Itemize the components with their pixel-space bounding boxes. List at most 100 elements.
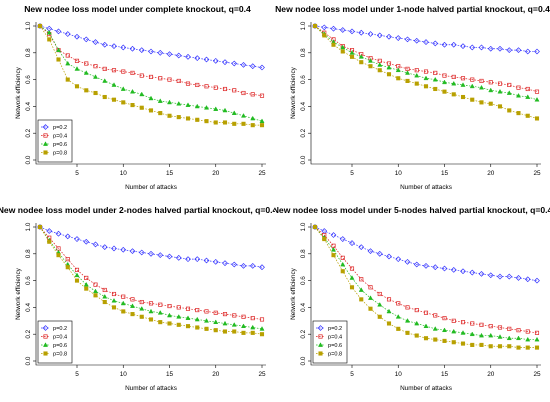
data-point xyxy=(368,64,373,69)
series-2 xyxy=(37,224,265,322)
data-point xyxy=(460,76,466,81)
data-point xyxy=(249,262,256,269)
data-point xyxy=(231,60,238,67)
x-tick-label: 25 xyxy=(258,371,266,378)
data-point xyxy=(469,83,475,89)
data-point xyxy=(194,256,201,263)
data-point xyxy=(185,102,191,107)
data-point xyxy=(185,324,191,329)
data-point xyxy=(232,121,237,126)
data-point xyxy=(203,318,210,323)
data-point xyxy=(148,74,154,79)
data-point xyxy=(423,262,429,269)
data-point xyxy=(148,48,154,55)
data-point xyxy=(195,82,200,88)
data-point xyxy=(74,58,80,63)
data-point xyxy=(376,250,383,257)
data-point xyxy=(479,100,484,105)
data-point xyxy=(487,45,494,52)
data-point xyxy=(488,101,493,106)
data-point xyxy=(515,47,522,54)
data-point xyxy=(121,69,126,74)
data-point xyxy=(515,92,522,98)
data-point xyxy=(130,312,135,317)
data-point xyxy=(478,44,485,51)
data-point xyxy=(84,275,89,280)
legend: p=0.2 p=0.4 p=0.6 p=0.8 xyxy=(312,320,348,364)
y-tick-label: 0.6 xyxy=(300,75,307,84)
data-point xyxy=(349,266,355,271)
series-3 xyxy=(37,23,265,123)
legend-label: p=0.2 xyxy=(53,326,67,332)
data-point xyxy=(195,308,200,313)
data-point xyxy=(460,94,466,100)
legend-label: p=0.2 xyxy=(328,326,342,332)
y-tick-label: 0.2 xyxy=(300,128,307,137)
data-point xyxy=(65,53,70,58)
series-line xyxy=(314,25,538,101)
data-point xyxy=(195,325,200,330)
data-point xyxy=(414,308,419,313)
data-point xyxy=(232,329,237,334)
data-point xyxy=(166,312,173,318)
y-tick-label: 0.2 xyxy=(300,329,307,338)
data-point xyxy=(441,327,448,333)
x-tick-label: 25 xyxy=(533,170,541,177)
data-point xyxy=(111,68,117,73)
data-point xyxy=(460,330,466,335)
data-point xyxy=(534,345,540,350)
data-point xyxy=(423,75,429,81)
data-point xyxy=(139,73,144,78)
data-point xyxy=(525,113,530,118)
y-tick-label: 0.4 xyxy=(25,102,32,111)
data-point xyxy=(470,77,475,82)
chart-panel-1: New nodee loss model under complete knoc… xyxy=(0,0,275,201)
x-tick-label: 10 xyxy=(120,170,128,177)
data-point xyxy=(250,115,256,121)
data-point xyxy=(102,94,107,100)
data-point xyxy=(377,291,382,297)
data-point xyxy=(414,81,419,86)
chart-title: New nodee loss model under 2-nodes halve… xyxy=(0,205,275,215)
data-point xyxy=(204,119,209,124)
series-line xyxy=(314,25,538,92)
data-point xyxy=(469,269,476,276)
data-point xyxy=(111,97,117,102)
data-point xyxy=(84,286,89,291)
data-point xyxy=(534,336,540,342)
data-point xyxy=(451,328,457,334)
data-point xyxy=(203,56,210,63)
data-point xyxy=(176,322,181,327)
y-tick-label: 0.0 xyxy=(25,155,32,164)
data-point xyxy=(506,90,512,95)
y-tick-label: 0.8 xyxy=(25,48,32,57)
data-point xyxy=(331,253,336,258)
series-1 xyxy=(312,23,540,55)
y-tick-label: 0.8 xyxy=(300,249,307,258)
data-point xyxy=(74,272,80,278)
data-point xyxy=(46,228,53,234)
data-point xyxy=(102,299,107,305)
data-point xyxy=(249,63,256,70)
x-tick-label: 15 xyxy=(441,170,449,177)
data-point xyxy=(330,247,337,252)
y-tick-label: 0.0 xyxy=(300,155,307,164)
data-point xyxy=(204,326,209,331)
series-line xyxy=(39,25,263,68)
legend-label: p=0.4 xyxy=(328,335,342,341)
x-axis-label: Number of attacks xyxy=(125,385,177,392)
data-point xyxy=(111,291,117,297)
x-tick-label: 5 xyxy=(75,371,79,378)
data-point xyxy=(203,257,210,264)
y-tick-label: 0.4 xyxy=(300,303,307,312)
x-tick-label: 15 xyxy=(441,371,449,378)
y-tick-label: 0.6 xyxy=(25,276,32,285)
data-point xyxy=(259,332,265,337)
data-point xyxy=(56,57,61,62)
data-point xyxy=(139,306,145,311)
data-point xyxy=(167,77,172,82)
data-point xyxy=(213,120,218,125)
legend-label: p=0.4 xyxy=(53,335,67,341)
data-point xyxy=(212,57,219,64)
data-point xyxy=(442,73,447,78)
